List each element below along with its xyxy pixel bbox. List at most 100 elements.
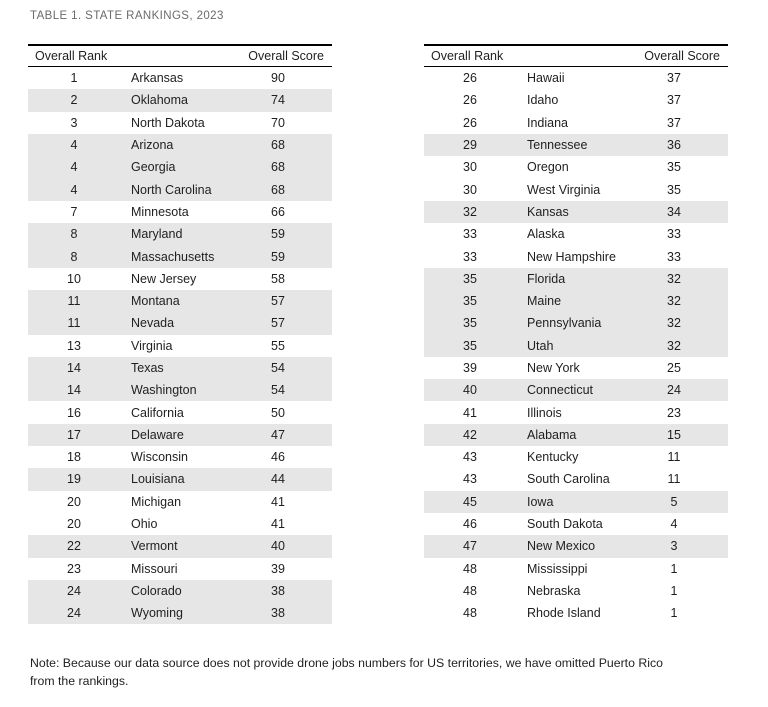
table-row: 35 Maine 32 <box>424 289 728 313</box>
rank-cell: 26 <box>463 115 477 130</box>
score-cell: 3 <box>670 539 678 554</box>
table-row: 4 North Carolina 68 <box>28 178 332 201</box>
table-row: 16 California 50 <box>28 401 332 423</box>
state-cell: Utah <box>527 338 554 353</box>
table-title: TABLE 1. STATE RANKINGS, 2023 <box>30 10 224 22</box>
rank-cell: 4 <box>70 160 78 175</box>
state-cell: Oklahoma <box>131 93 188 108</box>
table-row: 30 Oregon 35 <box>424 156 728 178</box>
state-cell: South Carolina <box>527 472 610 487</box>
table-row: 35 Florida 32 <box>424 267 728 290</box>
rank-cell: 8 <box>70 227 78 242</box>
rank-cell: 48 <box>463 561 477 576</box>
table-row: 45 Iowa 5 <box>424 490 728 513</box>
state-cell: Montana <box>131 294 180 309</box>
table-row: 30 West Virginia 35 <box>424 178 728 200</box>
rank-cell: 16 <box>67 405 81 420</box>
score-cell: 37 <box>667 93 681 108</box>
score-cell: 33 <box>667 249 681 264</box>
score-cell: 32 <box>667 271 681 286</box>
rank-cell: 40 <box>463 383 477 398</box>
score-cell: 59 <box>271 249 285 264</box>
score-cell: 23 <box>667 405 681 420</box>
rank-cell: 20 <box>67 494 81 509</box>
state-cell: Georgia <box>131 160 176 175</box>
table-row: 26 Indiana 37 <box>424 112 728 134</box>
score-cell: 57 <box>271 316 285 331</box>
rank-cell: 43 <box>463 450 477 465</box>
state-cell: Louisiana <box>131 472 185 487</box>
rank-cell: 35 <box>463 294 477 309</box>
table-row: 11 Nevada 57 <box>28 312 332 335</box>
state-cell: Alabama <box>527 427 577 442</box>
score-cell: 37 <box>667 115 681 130</box>
rank-cell: 35 <box>463 316 477 331</box>
score-cell: 66 <box>271 204 285 219</box>
table-row: 11 Montana 57 <box>28 289 332 313</box>
table-row: 14 Texas 54 <box>28 356 332 380</box>
score-cell: 90 <box>271 71 285 86</box>
table-row: 35 Pennsylvania 32 <box>424 312 728 335</box>
state-cell: Mississippi <box>527 561 588 576</box>
state-cell: Wisconsin <box>131 450 188 465</box>
rank-cell: 30 <box>463 182 477 197</box>
rank-cell: 20 <box>67 517 81 532</box>
state-cell: Nevada <box>131 316 175 331</box>
score-cell: 5 <box>670 494 678 509</box>
table-row: 4 Arizona 68 <box>28 133 332 157</box>
table-row: 8 Massachusetts 59 <box>28 245 332 268</box>
table-row: 26 Hawaii 37 <box>424 67 728 89</box>
score-cell: 24 <box>667 383 681 398</box>
table-row: 48 Rhode Island 1 <box>424 602 728 624</box>
state-cell: New Mexico <box>527 539 596 554</box>
score-cell: 41 <box>271 494 285 509</box>
rank-cell: 35 <box>463 338 477 353</box>
rank-cell: 19 <box>67 472 81 487</box>
table-row: 48 Mississippi 1 <box>424 558 728 580</box>
score-cell: 38 <box>271 606 285 621</box>
table-row: 10 New Jersey 58 <box>28 268 332 290</box>
table-row: 24 Wyoming 38 <box>28 602 332 625</box>
column-header-overall-score: Overall Score <box>644 49 720 63</box>
score-cell: 57 <box>271 294 285 309</box>
table-row: 17 Delaware 47 <box>28 423 332 447</box>
table-row: 42 Alabama 15 <box>424 423 728 447</box>
rank-cell: 10 <box>67 271 81 286</box>
table-row: 33 New Hampshire 33 <box>424 245 728 267</box>
table-row: 2 Oklahoma 74 <box>28 89 332 112</box>
rank-cell: 45 <box>463 494 477 509</box>
state-cell: Oregon <box>527 160 569 175</box>
table-row: 1 Arkansas 90 <box>28 67 332 89</box>
table-header-row: Overall Rank Overall Score <box>28 44 332 67</box>
rank-cell: 47 <box>463 539 477 554</box>
score-cell: 34 <box>667 204 681 219</box>
state-cell: Tennessee <box>527 138 588 153</box>
score-cell: 68 <box>271 160 285 175</box>
rank-cell: 48 <box>463 606 477 621</box>
table-row: 3 North Dakota 70 <box>28 112 332 134</box>
rank-table-right: Overall Rank Overall Score 26 Hawaii 37 26 I… <box>424 44 728 624</box>
score-cell: 1 <box>670 561 678 576</box>
rank-cell: 24 <box>67 583 81 598</box>
rank-cell: 7 <box>70 204 78 219</box>
rank-cell: 17 <box>67 427 81 442</box>
score-cell: 68 <box>271 138 285 153</box>
state-cell: Colorado <box>131 583 182 598</box>
state-cell: Kansas <box>527 204 569 219</box>
score-cell: 74 <box>271 93 285 108</box>
table-row: 23 Missouri 39 <box>28 558 332 580</box>
state-cell: Wyoming <box>131 606 183 621</box>
state-cell: Vermont <box>131 539 178 554</box>
table-row: 4 Georgia 68 <box>28 156 332 179</box>
score-cell: 35 <box>667 182 681 197</box>
score-cell: 1 <box>670 583 678 598</box>
score-cell: 54 <box>271 361 285 375</box>
table-row: 39 New York 25 <box>424 357 728 379</box>
table-row: 18 Wisconsin 46 <box>28 446 332 468</box>
score-cell: 40 <box>271 539 285 554</box>
state-cell: Idaho <box>527 93 559 108</box>
state-cell: Maryland <box>131 227 183 242</box>
score-cell: 41 <box>271 517 285 532</box>
rank-cell: 30 <box>463 160 477 175</box>
rank-cell: 11 <box>67 294 81 309</box>
